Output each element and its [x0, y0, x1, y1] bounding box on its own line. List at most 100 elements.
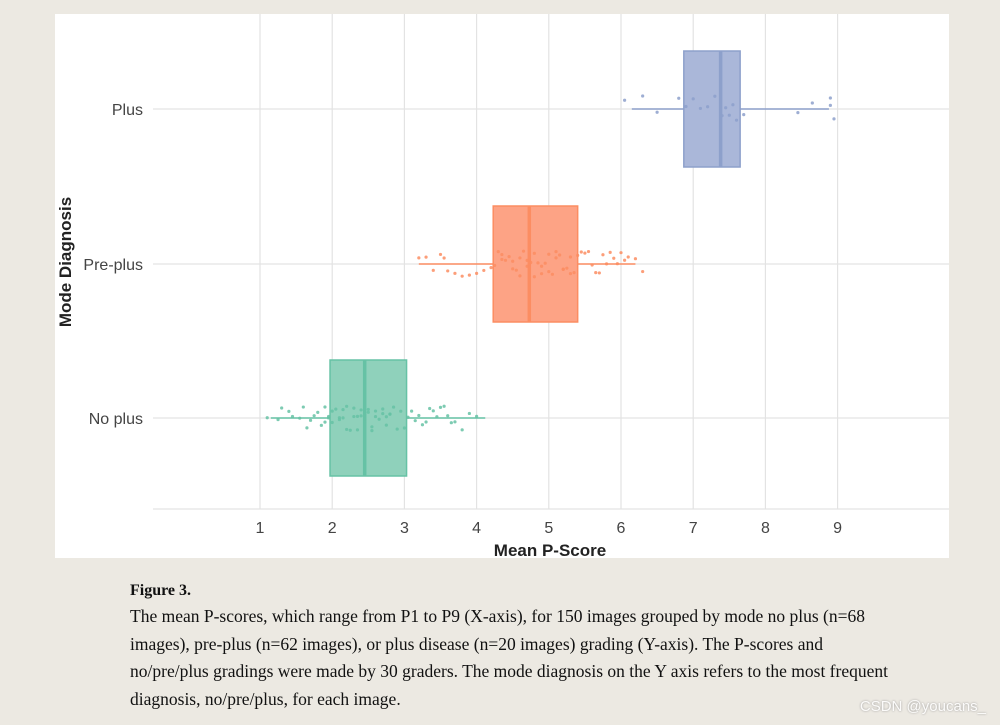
data-point-pre-plus-39	[561, 267, 565, 271]
data-point-pre-plus-2	[431, 268, 435, 272]
data-point-pre-plus-5	[446, 269, 450, 273]
data-point-pre-plus-33	[547, 270, 551, 274]
data-point-no-plus-0	[265, 416, 269, 420]
data-point-no-plus-31	[366, 410, 370, 414]
data-point-pre-plus-3	[438, 252, 443, 257]
data-point-pre-plus-9	[475, 271, 479, 275]
y-tick-label-plus: Plus	[112, 102, 143, 119]
data-point-no-plus-12	[323, 420, 327, 424]
x-tick-label-7: 7	[689, 520, 698, 537]
data-point-no-plus-21	[345, 404, 349, 408]
data-point-pre-plus-46	[583, 251, 587, 255]
data-point-no-plus-7	[305, 426, 309, 430]
data-point-plus-13	[734, 118, 739, 122]
data-point-no-plus-47	[410, 409, 414, 413]
data-point-no-plus-59	[453, 420, 457, 424]
x-tick-label-3: 3	[400, 520, 409, 537]
data-point-plus-1	[641, 94, 645, 98]
data-point-pre-plus-51	[601, 253, 605, 257]
data-point-plus-5	[691, 97, 695, 101]
data-point-pre-plus-26	[532, 251, 536, 255]
data-point-plus-3	[677, 96, 681, 100]
data-point-no-plus-11	[319, 423, 323, 427]
data-point-no-plus-10	[316, 410, 320, 414]
data-point-plus-6	[698, 106, 703, 111]
series-pre-plus	[417, 205, 645, 323]
data-point-plus-9	[720, 114, 724, 118]
data-point-no-plus-56	[442, 404, 446, 408]
data-point-no-plus-13	[323, 405, 327, 409]
figure-caption: Figure 3. The mean P-scores, which range…	[130, 582, 890, 713]
data-point-no-plus-55	[438, 405, 443, 409]
data-point-pre-plus-50	[597, 271, 601, 275]
data-point-no-plus-23	[348, 428, 352, 432]
data-point-no-plus-4	[290, 414, 295, 419]
boxplot-chart: No plus Pre-plus Plus 1 2 3 4 5 6 7 8 9 Mean P-Score…	[56, 14, 949, 558]
data-point-pre-plus-59	[633, 257, 638, 261]
data-point-pre-plus-22	[521, 249, 526, 253]
series-no-plus	[265, 359, 486, 477]
data-point-no-plus-16	[330, 420, 334, 425]
figure-label: Figure 3.	[130, 582, 192, 599]
data-point-pre-plus-40	[565, 266, 569, 270]
data-point-pre-plus-16	[507, 254, 511, 259]
data-point-no-plus-64	[355, 414, 360, 419]
axis-layer: No plus Pre-plus Plus 1 2 3 4 5 6 7 8 9 Mean P-Score…	[56, 102, 842, 558]
data-point-no-plus-8	[308, 418, 313, 422]
x-tick-label-6: 6	[617, 520, 626, 537]
data-point-pre-plus-12	[493, 263, 497, 268]
x-tick-label-4: 4	[472, 520, 481, 537]
data-point-no-plus-32	[366, 407, 370, 412]
data-point-pre-plus-29	[539, 272, 544, 276]
data-point-pre-plus-31	[543, 261, 547, 265]
data-point-pre-plus-21	[518, 274, 522, 278]
data-point-no-plus-58	[449, 421, 453, 425]
data-point-no-plus-36	[377, 417, 381, 421]
data-point-pre-plus-4	[442, 256, 446, 260]
data-point-plus-17	[828, 103, 832, 107]
box-pre-plus	[492, 205, 579, 323]
data-point-no-plus-26	[355, 428, 360, 432]
data-point-pre-plus-10	[482, 268, 486, 273]
data-point-plus-10	[724, 106, 728, 110]
data-point-plus-14	[742, 113, 746, 117]
data-point-plus-7	[706, 105, 710, 109]
figure-caption-text: The mean P-scores, which range from P1 t…	[130, 606, 888, 709]
data-point-pre-plus-17	[511, 259, 515, 263]
data-point-plus-16	[810, 101, 814, 105]
data-point-pre-plus-56	[619, 251, 623, 255]
data-point-no-plus-34	[373, 414, 378, 419]
data-point-no-plus-24	[352, 406, 356, 410]
data-point-no-plus-50	[420, 423, 425, 427]
series-plus	[623, 50, 836, 168]
data-point-no-plus-53	[431, 409, 435, 413]
data-point-pre-plus-7	[460, 274, 464, 278]
data-point-no-plus-28	[359, 414, 363, 418]
data-point-pre-plus-43	[572, 270, 576, 275]
data-point-pre-plus-52	[604, 262, 609, 266]
data-point-pre-plus-54	[612, 256, 616, 260]
data-point-pre-plus-61	[500, 252, 504, 257]
data-point-no-plus-62	[475, 414, 479, 418]
data-point-pre-plus-0	[417, 256, 421, 260]
data-point-pre-plus-37	[558, 253, 562, 257]
data-point-pre-plus-14	[500, 257, 504, 262]
data-point-no-plus-19	[337, 416, 342, 420]
data-point-no-plus-6	[301, 405, 305, 409]
data-point-no-plus-22	[345, 427, 349, 432]
data-point-pre-plus-45	[579, 250, 583, 254]
data-point-pre-plus-11	[489, 266, 493, 270]
watermark-text: CSDN @youcans_	[859, 698, 986, 715]
data-point-plus-19	[832, 117, 836, 121]
x-axis-title: Mean P-Score	[494, 541, 606, 558]
data-point-pre-plus-6	[453, 271, 457, 275]
data-point-no-plus-46	[406, 415, 410, 419]
data-point-no-plus-9	[312, 414, 316, 418]
x-tick-label-9: 9	[833, 520, 842, 537]
data-point-pre-plus-18	[511, 267, 515, 271]
data-point-pre-plus-8	[467, 273, 471, 277]
x-tick-label-5: 5	[544, 520, 553, 537]
data-point-no-plus-17	[334, 407, 338, 411]
data-point-pre-plus-34	[550, 272, 555, 276]
data-point-no-plus-20	[341, 407, 345, 412]
